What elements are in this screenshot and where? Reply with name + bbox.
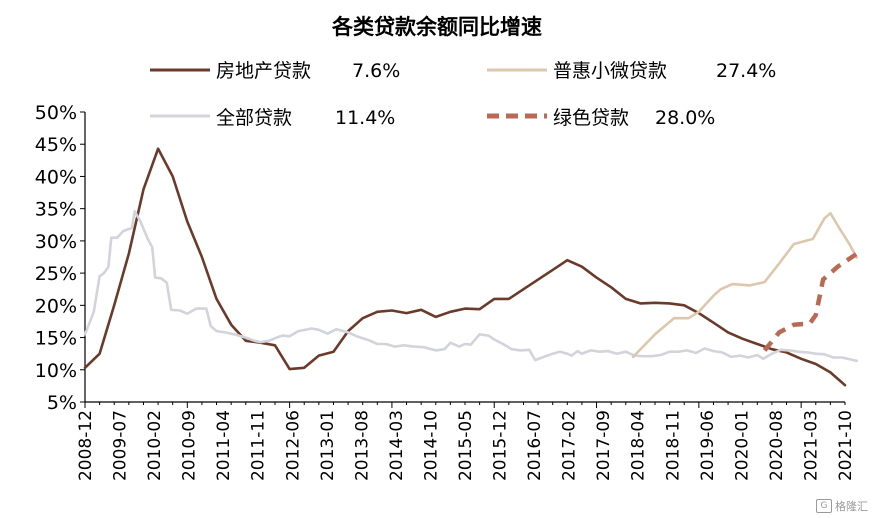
y-tick-label: 30% xyxy=(35,231,77,253)
series-line-全部贷款 xyxy=(83,209,858,363)
x-tick-label: 2013-08 xyxy=(352,410,372,481)
series-line-普惠小微贷款 xyxy=(631,211,858,359)
y-tick-label: 25% xyxy=(35,263,77,285)
legend-value: 28.0% xyxy=(655,107,715,129)
y-tick-label: 35% xyxy=(35,199,77,221)
x-tick-label: 2013-01 xyxy=(318,410,338,481)
watermark: G 格隆汇 xyxy=(816,498,868,514)
y-tick-label: 20% xyxy=(35,295,77,317)
legend-label: 普惠小微贷款 xyxy=(553,60,667,82)
x-tick-label: 2010-09 xyxy=(180,410,200,481)
x-tick-label: 2011-11 xyxy=(249,410,269,481)
legend-item-all-loans: 全部贷款 11.4% xyxy=(150,107,395,129)
legend-value: 11.4% xyxy=(335,107,395,129)
legend: 房地产贷款 7.6% 普惠小微贷款 27.4% 全部贷款 11.4% 绿色贷款 … xyxy=(150,60,776,129)
x-tick-label: 2016-07 xyxy=(525,410,545,481)
series-layer xyxy=(83,147,858,387)
x-tick-label: 2009-07 xyxy=(111,410,131,481)
x-tick-label: 2017-02 xyxy=(560,410,580,481)
x-tick-label: 2015-12 xyxy=(491,410,511,481)
watermark-text: 格隆汇 xyxy=(835,500,868,513)
y-tick-label: 50% xyxy=(35,102,77,124)
x-tick-label: 2015-05 xyxy=(456,410,476,481)
x-tick-label: 2012-06 xyxy=(283,410,303,481)
legend-item-inclusive-small: 普惠小微贷款 27.4% xyxy=(487,60,776,82)
watermark-logo-icon: G xyxy=(816,499,832,513)
x-tick-label: 2021-03 xyxy=(801,410,821,481)
legend-item-real-estate: 房地产贷款 7.6% xyxy=(150,60,400,82)
x-tick-label: 2011-04 xyxy=(214,410,234,481)
x-tick-label: 2008-12 xyxy=(76,410,96,481)
x-tick-label: 2018-11 xyxy=(663,410,683,481)
series-line-绿色贷款 xyxy=(762,251,858,352)
legend-label: 全部贷款 xyxy=(216,107,292,129)
legend-label: 绿色贷款 xyxy=(553,107,629,129)
y-tick-label: 10% xyxy=(35,360,77,382)
x-tick-label: 2010-02 xyxy=(145,410,165,481)
x-tick-label: 2021-10 xyxy=(836,410,856,481)
legend-label: 房地产贷款 xyxy=(216,60,311,82)
x-tick-label: 2017-09 xyxy=(594,410,614,481)
series-line-房地产贷款 xyxy=(83,147,847,387)
y-tick-label: 5% xyxy=(47,392,77,414)
x-tick-label: 2019-06 xyxy=(698,410,718,481)
y-tick-label: 15% xyxy=(35,328,77,350)
x-tick-label: 2014-03 xyxy=(387,410,407,481)
x-tick-label: 2014-10 xyxy=(421,410,441,481)
x-tick-label: 2020-08 xyxy=(767,410,787,481)
legend-item-green-loans: 绿色贷款 28.0% xyxy=(487,107,715,129)
axes: 5% 10% 15% 20% 25% 30% 35% 40% 45% 50% 2008-12 2009… xyxy=(35,102,856,481)
legend-value: 27.4% xyxy=(716,60,776,82)
x-tick-label: 2018-04 xyxy=(629,410,649,481)
x-tick-label: 2020-01 xyxy=(732,410,752,481)
y-tick-label: 40% xyxy=(35,166,77,188)
legend-value: 7.6% xyxy=(352,60,400,82)
chart-title: 各类贷款余额同比增速 xyxy=(331,15,542,39)
y-tick-label: 45% xyxy=(35,134,77,156)
